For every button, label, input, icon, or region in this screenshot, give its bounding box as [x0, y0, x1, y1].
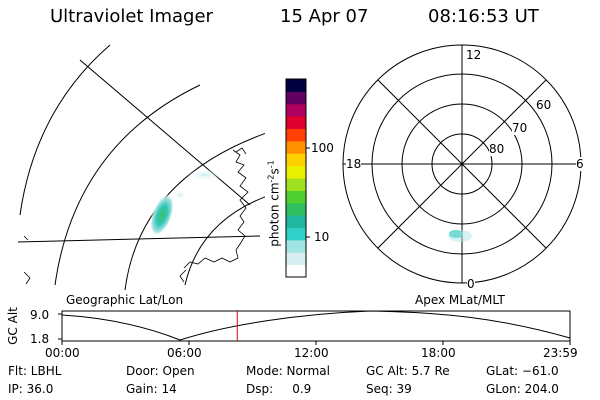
lon-line-1: [79, 59, 251, 206]
colorbar-cell: [286, 153, 306, 167]
colorbar-cell: [286, 140, 306, 154]
colorbar-cell: [286, 128, 306, 142]
mlt-label-12: 12: [466, 48, 482, 62]
timeline-axis-label: GC Alt: [6, 307, 20, 345]
observation-time: 08:16:53 UT: [428, 6, 539, 27]
colorbar-tick-100: 100: [311, 141, 334, 155]
colorbar-cell: [286, 252, 306, 266]
colorbar-cell: [286, 116, 306, 129]
lat-arc-2: [54, 84, 201, 286]
colorbar-cell: [286, 91, 306, 105]
info-filter: Flt: LBHL: [8, 364, 62, 378]
colorbar-cell: [286, 103, 306, 117]
timeline-xtick-0000: 00:00: [45, 346, 80, 360]
mlat-label-70: 70: [512, 121, 528, 135]
timeline-xtick-1200: 12:00: [294, 346, 329, 360]
info-dsp: Dsp: 0.9: [246, 382, 312, 396]
info-seq: Seq: 39: [366, 382, 412, 396]
info-door: Door: Open: [126, 364, 195, 378]
colorbar-cell: [286, 165, 306, 179]
left-map-label: Geographic Lat/Lon: [66, 293, 184, 307]
timeline-xtick-2359: 23:59: [543, 346, 578, 360]
coastline: [23, 147, 249, 285]
observation-date: 15 Apr 07: [280, 6, 369, 27]
info-glon: GLon: 204.0: [486, 382, 559, 396]
info-glat: GLat: −61.0: [486, 364, 559, 378]
mlt-label-0: 0: [467, 277, 475, 291]
info-ip: IP: 36.0: [8, 382, 54, 396]
aurora-emission: [149, 169, 223, 236]
color-bar: [285, 78, 310, 278]
colorbar-cell: [286, 202, 306, 216]
mlat-label-80: 80: [489, 142, 505, 156]
mlt-label-18: 18: [346, 157, 362, 171]
lat-arc-3: [124, 133, 265, 291]
colorbar-cell: [286, 215, 306, 228]
colorbar-cell: [286, 178, 306, 191]
mlt-label-6: 6: [576, 157, 584, 171]
mlat-label-60: 60: [536, 98, 552, 112]
colorbar-cell: [286, 227, 306, 241]
timeline-ytick-9: 9.0: [30, 308, 50, 322]
timeline-xtick-0600: 06:00: [167, 346, 202, 360]
lon-line-2: [18, 235, 261, 243]
lat-arc-4: [184, 196, 265, 286]
colorbar-unit-label: photon cm-2s-1: [266, 160, 282, 247]
timeline-xtick-1800: 18:00: [421, 346, 456, 360]
colorbar-tick-10: 10: [314, 230, 330, 244]
colorbar-cell: [286, 239, 306, 253]
info-gain: Gain: 14: [126, 382, 177, 396]
info-mode: Mode: Normal: [246, 364, 330, 378]
timeline-ytick-1-8: 1.8: [30, 332, 50, 346]
colorbar-cell: [286, 264, 306, 278]
colorbar-cell: [286, 190, 306, 204]
instrument-title: Ultraviolet Imager: [50, 6, 213, 27]
right-map-label: Apex MLat/MLT: [415, 293, 505, 307]
lat-arc-1: [19, 44, 111, 216]
info-gc-alt: GC Alt: 5.7 Re: [366, 364, 450, 378]
colorbar-cell: [286, 79, 306, 92]
